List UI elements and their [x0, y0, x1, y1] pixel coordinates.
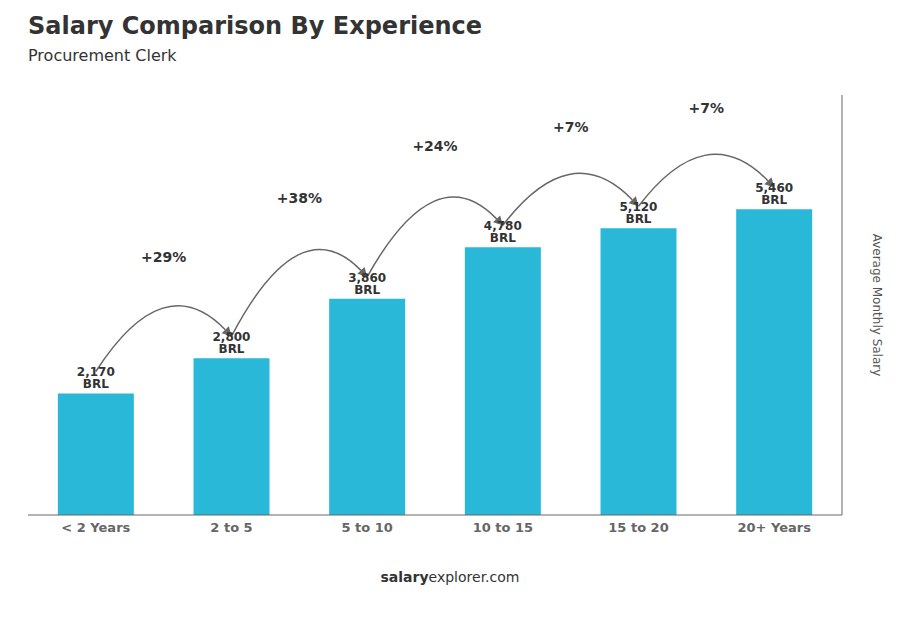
svg-text:2,170BRL: 2,170BRL: [77, 365, 115, 391]
svg-text:5,460BRL: 5,460BRL: [755, 181, 793, 207]
svg-text:5 to 10: 5 to 10: [341, 520, 392, 535]
svg-text:< 2 Years: < 2 Years: [61, 520, 130, 535]
svg-text:15 to 20: 15 to 20: [608, 520, 668, 535]
svg-text:2 to 5: 2 to 5: [210, 520, 252, 535]
html-text:Procurement Clerk: Procurement Clerk: [28, 46, 177, 65]
svg-text:3,860BRL: 3,860BRL: [348, 271, 386, 297]
svg-text:Average Monthly Salary: Average Monthly Salary: [870, 234, 884, 377]
svg-text:5,120BRL: 5,120BRL: [620, 200, 658, 226]
svg-text:+29%: +29%: [141, 249, 186, 265]
svg-text:+7%: +7%: [553, 119, 589, 135]
html-text:salary explorer.com: salary explorer.com: [380, 569, 520, 585]
svg-text:+38%: +38%: [277, 190, 322, 206]
svg-text:20+ Years: 20+ Years: [737, 520, 811, 535]
svg-text:+24%: +24%: [412, 138, 457, 154]
svg-text:10 to 15: 10 to 15: [473, 520, 533, 535]
svg-text:+7%: +7%: [689, 100, 725, 116]
html-text:Salary Comparison By Experienc: Salary Comparison By Experience: [28, 12, 483, 40]
svg-text:2,800BRL: 2,800BRL: [213, 330, 251, 356]
svg-text:4,780BRL: 4,780BRL: [484, 219, 522, 245]
